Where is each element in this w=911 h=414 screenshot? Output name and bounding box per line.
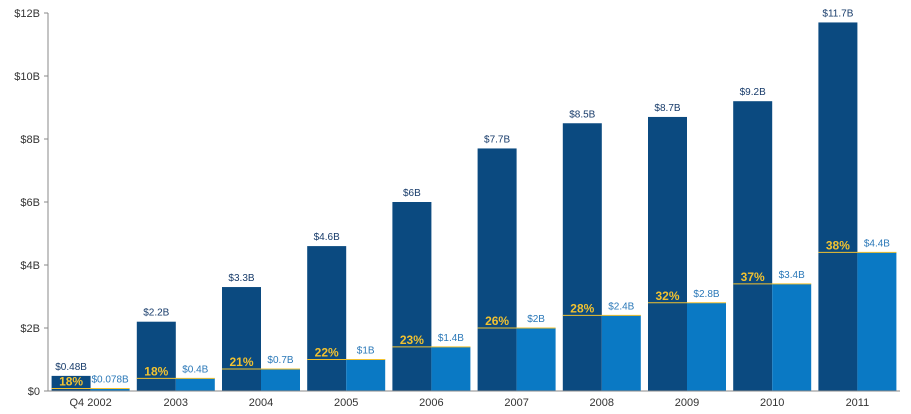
percent-label: 37%	[741, 270, 765, 284]
y-tick-label: $10B	[14, 71, 40, 83]
bar-total	[51, 375, 91, 391]
bar-portion	[346, 359, 386, 391]
bar-portion	[90, 388, 130, 391]
bar-portion	[516, 328, 556, 391]
total-value-label: $8.7B	[654, 103, 680, 114]
x-tick-label: 2006	[419, 397, 443, 409]
portion-value-label: $4.4B	[864, 238, 890, 249]
total-value-label: $7.7B	[484, 134, 510, 145]
percent-label: 18%	[59, 375, 83, 389]
x-tick-label: 2010	[760, 397, 784, 409]
x-tick-label: 2008	[590, 397, 614, 409]
total-value-label: $8.5B	[569, 109, 595, 120]
portion-value-label: $2.8B	[693, 289, 719, 300]
bars	[51, 22, 897, 391]
total-value-label: $9.2B	[740, 87, 766, 98]
bar-total	[733, 101, 773, 391]
bar-portion	[601, 315, 641, 391]
x-tick-label: 2004	[249, 397, 273, 409]
x-tick-label: 2003	[164, 397, 188, 409]
x-tick-label: 2009	[675, 397, 699, 409]
portion-value-label: $0.7B	[267, 355, 293, 366]
total-value-label: $2.2B	[143, 308, 169, 319]
total-value-label: $6B	[403, 188, 421, 199]
percent-label: 21%	[229, 355, 253, 369]
percent-label: 26%	[485, 314, 509, 328]
portion-value-label: $1B	[357, 346, 375, 357]
bar-portion	[687, 302, 726, 391]
bar-total	[818, 22, 858, 391]
total-value-label: $0.48B	[55, 362, 87, 373]
percent-label: 32%	[655, 289, 679, 303]
y-tick-label: $2B	[20, 323, 40, 335]
bar-portion	[175, 378, 215, 391]
x-tick-label: 2007	[504, 397, 528, 409]
portion-value-label: $0.078B	[91, 375, 129, 386]
percent-label: 38%	[826, 238, 850, 252]
portion-value-label: $3.4B	[779, 270, 805, 281]
percent-label: 28%	[570, 301, 594, 315]
total-value-label: $4.6B	[314, 232, 340, 243]
bar-total	[562, 123, 602, 391]
portion-value-label: $2.4B	[608, 301, 634, 312]
bar-total	[648, 116, 687, 391]
bar-total	[392, 202, 432, 391]
x-axis: Q4 2002 2003 2004 2005 2006 2007 2008 2009 2010 2…	[48, 390, 900, 409]
bar-portion	[431, 346, 471, 391]
x-tick-label: 2005	[334, 397, 358, 409]
x-tick-label: 2011	[846, 397, 870, 409]
y-tick-label: $4B	[20, 260, 40, 272]
y-tick-label: $12B	[14, 8, 40, 20]
x-tick-label: Q4 2002	[69, 397, 111, 409]
portion-value-label: $1.4B	[438, 333, 464, 344]
percent-label: 18%	[144, 364, 168, 378]
portion-value-label: $0.4B	[182, 364, 208, 375]
bar-total	[136, 321, 176, 391]
y-axis: $0 $2B $4B $6B $8B $10B $12B	[14, 8, 49, 398]
portion-value-label: $2B	[527, 314, 545, 325]
y-tick-label: $6B	[20, 197, 40, 209]
bar-portion	[261, 368, 300, 391]
total-value-label: $11.7B	[822, 8, 853, 19]
y-tick-label: $8B	[20, 134, 40, 146]
percent-label: 22%	[315, 346, 339, 360]
percent-label: 23%	[400, 333, 424, 347]
bar-total	[477, 148, 517, 391]
total-value-label: $3.3B	[228, 273, 254, 284]
bar-total	[222, 287, 261, 391]
y-tick-label: $0	[28, 386, 40, 398]
data-labels: $0.48B $0.078B 18% $2.2B $0.4B 18% $3.3B $0.7B 2…	[55, 8, 890, 388]
bar-portion	[857, 252, 897, 391]
bar-total	[307, 246, 347, 391]
bar-portion	[772, 283, 812, 391]
